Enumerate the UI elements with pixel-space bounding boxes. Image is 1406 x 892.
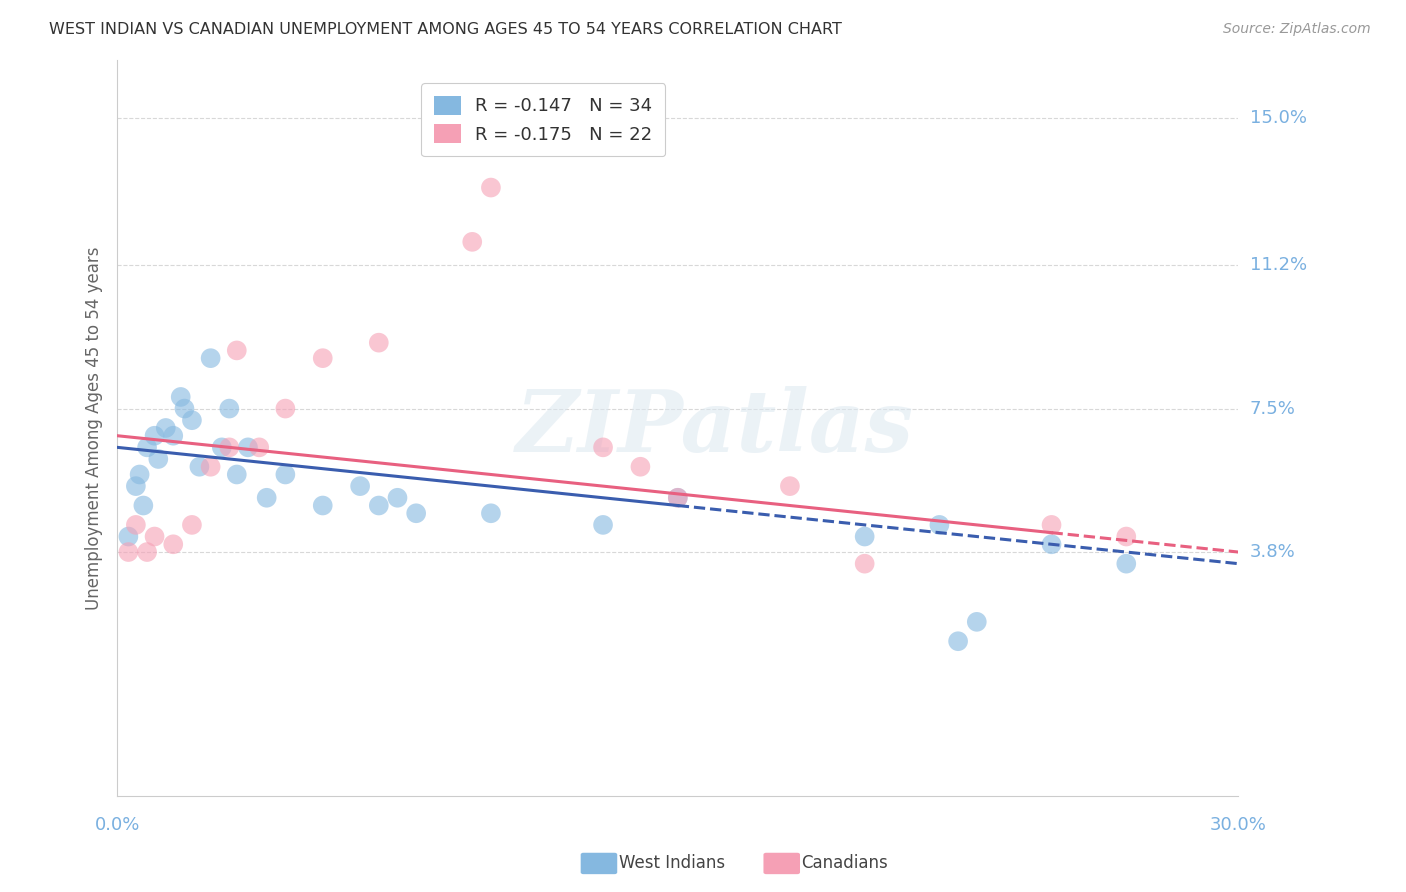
Point <box>211 441 233 455</box>
Point <box>148 452 170 467</box>
Point <box>200 459 222 474</box>
Point <box>479 180 502 194</box>
Point <box>218 401 240 416</box>
Point <box>170 390 193 404</box>
Text: 30.0%: 30.0% <box>1211 815 1267 834</box>
Text: 11.2%: 11.2% <box>1250 256 1306 274</box>
Point <box>946 634 969 648</box>
Point <box>132 499 155 513</box>
Point <box>125 517 148 532</box>
Point <box>125 479 148 493</box>
Point <box>853 529 876 543</box>
Point <box>162 537 184 551</box>
Point <box>181 517 204 532</box>
Point <box>966 615 988 629</box>
Text: Source: ZipAtlas.com: Source: ZipAtlas.com <box>1223 22 1371 37</box>
Point <box>666 491 689 505</box>
Point <box>181 413 204 427</box>
Point <box>236 441 259 455</box>
Text: 15.0%: 15.0% <box>1250 109 1306 127</box>
Point <box>225 343 247 358</box>
Point <box>1115 557 1137 571</box>
Point <box>225 467 247 482</box>
Point <box>367 335 389 350</box>
Point <box>188 459 211 474</box>
Y-axis label: Unemployment Among Ages 45 to 54 years: Unemployment Among Ages 45 to 54 years <box>86 246 103 610</box>
Point <box>666 491 689 505</box>
Text: 7.5%: 7.5% <box>1250 400 1295 417</box>
Point <box>1040 517 1063 532</box>
Text: Canadians: Canadians <box>801 855 889 872</box>
Point <box>1040 537 1063 551</box>
Point <box>143 428 166 442</box>
Legend: R = -0.147   N = 34, R = -0.175   N = 22: R = -0.147 N = 34, R = -0.175 N = 22 <box>422 83 665 156</box>
Point <box>173 401 195 416</box>
Point <box>461 235 484 249</box>
Point <box>349 479 371 493</box>
Point <box>155 421 177 435</box>
Point <box>592 517 614 532</box>
Point <box>367 499 389 513</box>
Point <box>274 401 297 416</box>
Point <box>200 351 222 366</box>
Point <box>1115 529 1137 543</box>
Point <box>312 499 335 513</box>
Point <box>247 441 270 455</box>
Text: West Indians: West Indians <box>619 855 724 872</box>
Point <box>628 459 651 474</box>
Point <box>143 529 166 543</box>
Point <box>256 491 278 505</box>
Point <box>312 351 335 366</box>
Point <box>136 441 159 455</box>
Point <box>779 479 801 493</box>
Point <box>162 428 184 442</box>
Text: 3.8%: 3.8% <box>1250 543 1295 561</box>
Point <box>387 491 409 505</box>
Point <box>592 441 614 455</box>
Point <box>405 506 427 520</box>
Text: WEST INDIAN VS CANADIAN UNEMPLOYMENT AMONG AGES 45 TO 54 YEARS CORRELATION CHART: WEST INDIAN VS CANADIAN UNEMPLOYMENT AMO… <box>49 22 842 37</box>
Point <box>117 545 139 559</box>
Point <box>218 441 240 455</box>
Point <box>479 506 502 520</box>
Text: 0.0%: 0.0% <box>94 815 139 834</box>
Point <box>853 557 876 571</box>
Point <box>136 545 159 559</box>
Point <box>928 517 950 532</box>
Point <box>117 529 139 543</box>
Text: ZIPatlas: ZIPatlas <box>516 386 914 470</box>
Point <box>128 467 150 482</box>
Point <box>274 467 297 482</box>
